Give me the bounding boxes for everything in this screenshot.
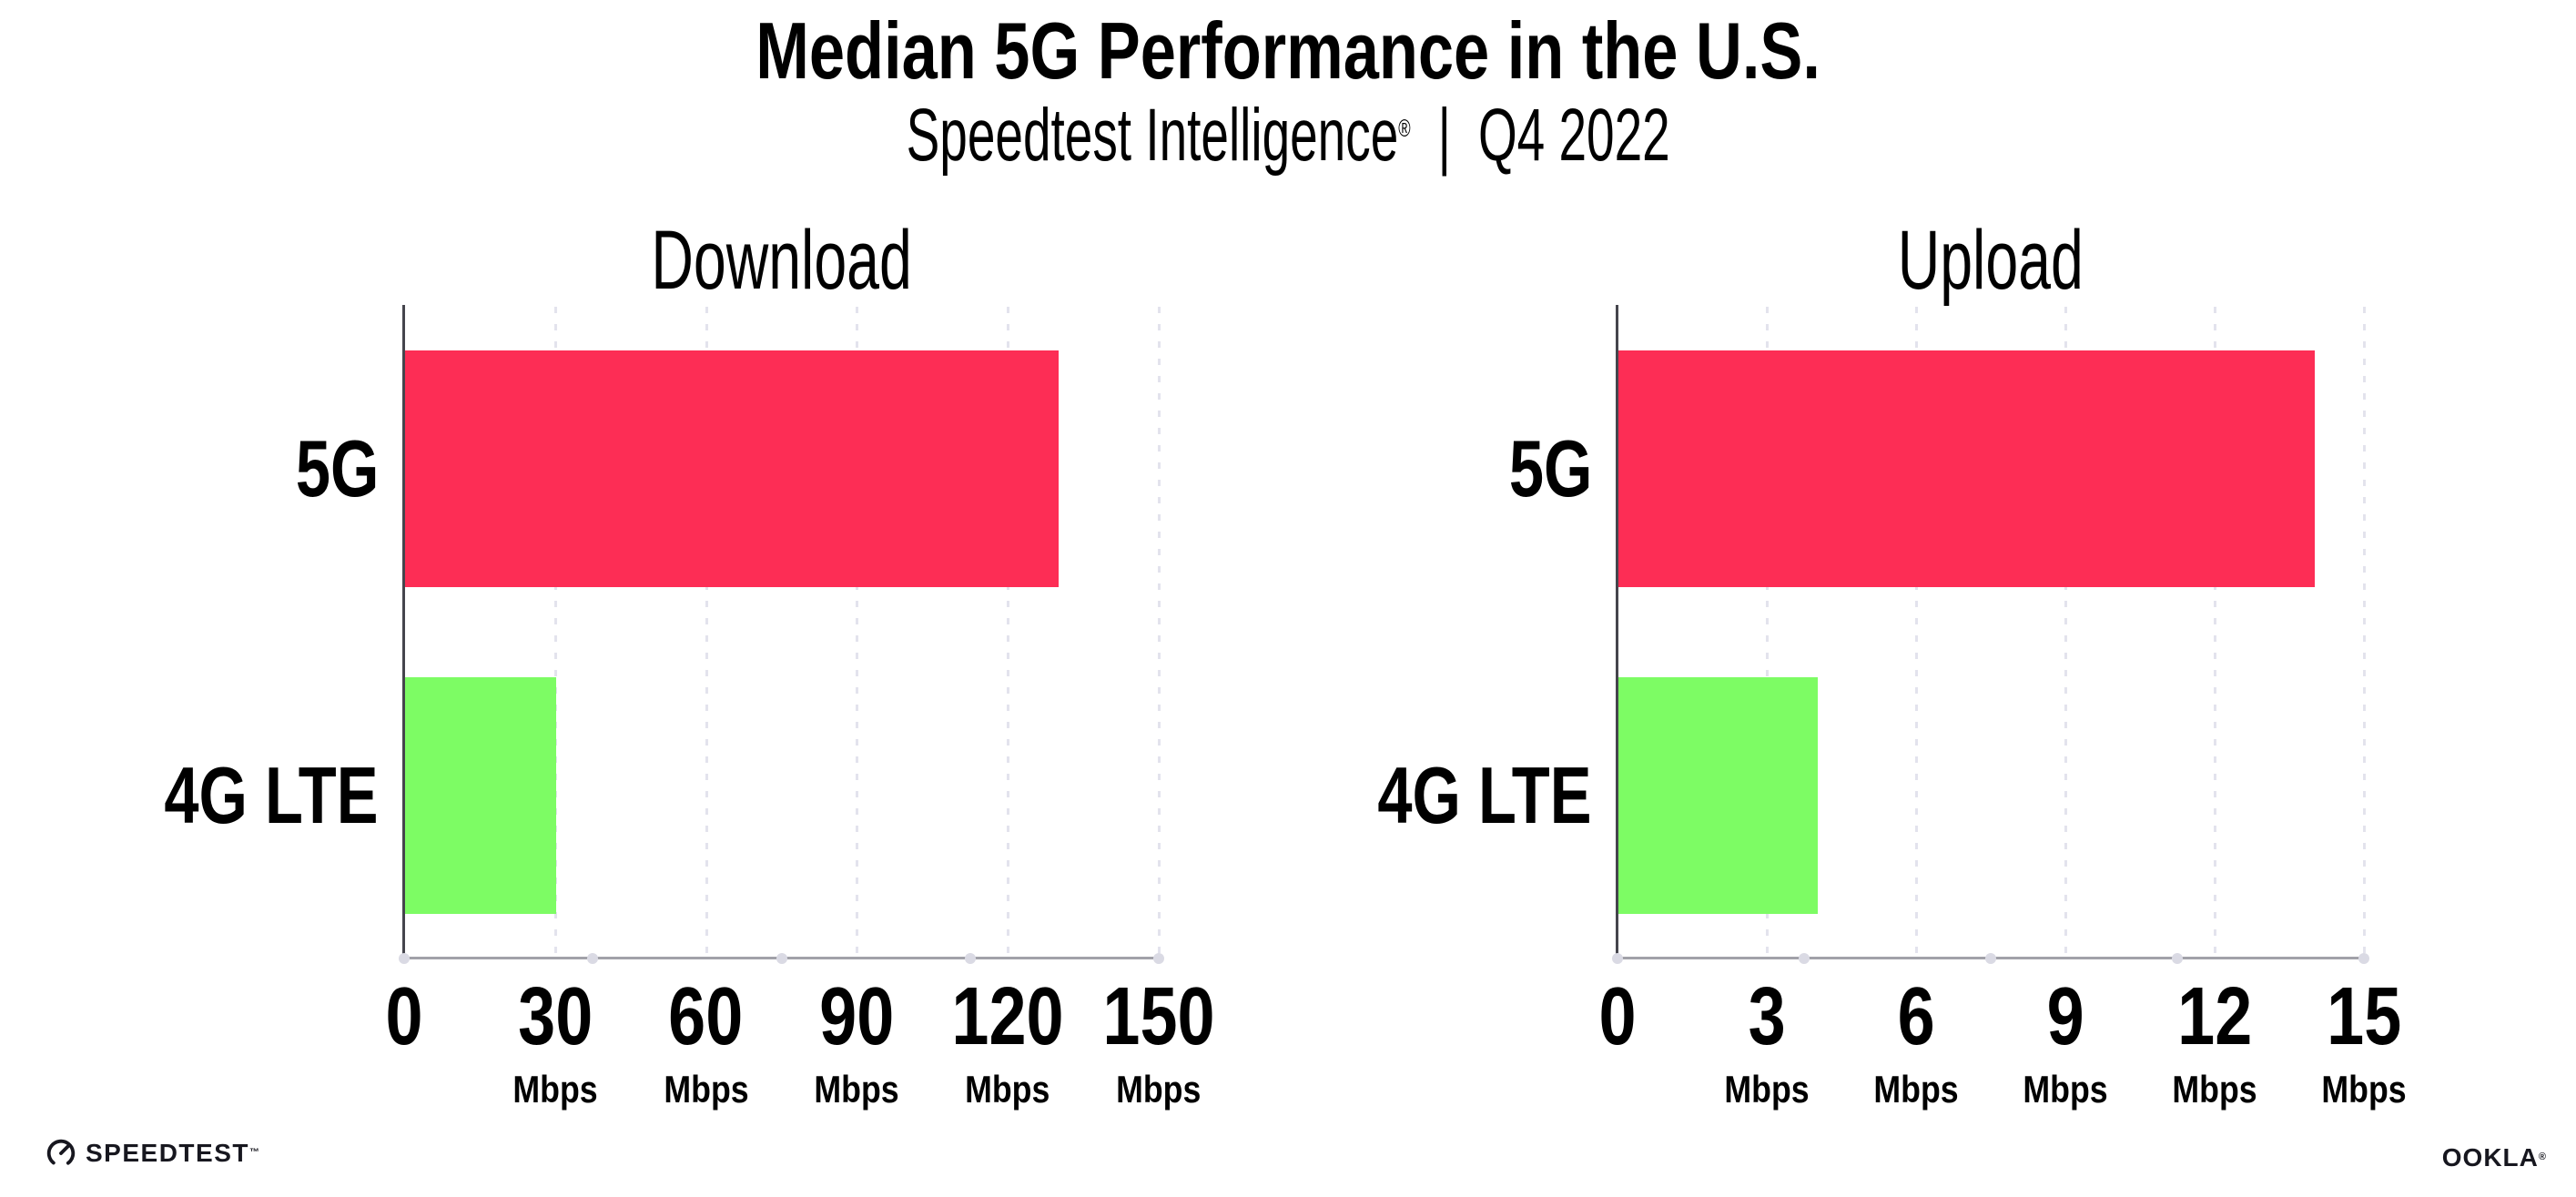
x-tick-12: 12 Mbps: [2165, 976, 2265, 1109]
tick-label: 30: [517, 971, 593, 1062]
page-title-text: Median 5G Performance in the U.S.: [756, 5, 1820, 96]
x-tick-0: 0: [381, 976, 427, 1058]
tick-unit-label: Mbps: [965, 1068, 1050, 1111]
gridline: [1915, 307, 1918, 959]
x-tick-6: 6 Mbps: [1866, 976, 1966, 1109]
tick-unit-label: Mbps: [2172, 1068, 2257, 1111]
x-tick-9: 9 Mbps: [2015, 976, 2115, 1109]
tick-label: 150: [1102, 971, 1215, 1062]
tick-unit-label: Mbps: [2321, 1068, 2407, 1111]
gridline: [1766, 307, 1769, 959]
axis-tick-dot: [1612, 953, 1623, 964]
tick-unit-label: Mbps: [814, 1068, 899, 1111]
gridline: [553, 307, 557, 959]
x-tick-3: 3 Mbps: [1717, 976, 1817, 1109]
bar-5g: [405, 350, 1060, 587]
chart-title-download: Download: [404, 218, 1159, 302]
subtitle-period: Q4 2022: [1477, 94, 1670, 177]
y-axis-line: [1616, 305, 1618, 959]
figure-subtitle: Speedtest Intelligence® | Q4 2022: [0, 96, 2576, 175]
tick-label: 15: [2326, 971, 2402, 1062]
category-label-5g: 5G: [1508, 422, 1592, 513]
tick-label: 90: [819, 971, 895, 1062]
gridline: [1007, 307, 1010, 959]
speedtest-wordmark: SPEEDTEST: [86, 1139, 249, 1167]
x-tick-120: 120 Mbps: [939, 976, 1076, 1109]
gridline: [2363, 307, 2366, 959]
bar-4g-lte: [1618, 677, 1818, 914]
x-tick-0: 0: [1595, 976, 1640, 1058]
subtitle-separator: |: [1437, 94, 1451, 177]
tick-label: 9: [2046, 971, 2084, 1062]
chart-title-upload: Upload: [1618, 218, 2364, 302]
tick-label: 6: [1897, 971, 1935, 1062]
gridline: [2064, 307, 2067, 959]
tick-label: 120: [951, 971, 1064, 1062]
bar-5g: [1618, 350, 2316, 587]
chart-title-text: Download: [651, 214, 912, 307]
axis-tick-dot: [399, 953, 410, 964]
x-tick-150: 150 Mbps: [1090, 976, 1227, 1109]
gridline: [705, 307, 708, 959]
page-title: Median 5G Performance in the U.S.: [0, 11, 2576, 91]
tick-label: 0: [385, 971, 423, 1062]
gridline: [856, 307, 859, 959]
axis-tick-dot: [1153, 953, 1164, 964]
tick-label: 12: [2176, 971, 2253, 1062]
tick-unit-label: Mbps: [2023, 1068, 2108, 1111]
tick-unit-label: Mbps: [1873, 1068, 1959, 1111]
axis-tick-dot: [2172, 953, 2183, 964]
x-tick-60: 60 Mbps: [656, 976, 756, 1109]
plot-area-upload: [1612, 305, 2369, 964]
ookla-wordmark: OOKLA: [2441, 1143, 2539, 1172]
x-tick-15: 15 Mbps: [2314, 976, 2414, 1109]
bar-4g-lte: [405, 677, 556, 914]
axis-tick-dot: [1799, 953, 1810, 964]
plot-area-download: [399, 305, 1164, 964]
category-label-5g: 5G: [295, 422, 379, 513]
tick-unit-label: Mbps: [512, 1068, 598, 1111]
category-label-4g-lte: 4G LTE: [1377, 749, 1592, 840]
tick-label: 0: [1598, 971, 1637, 1062]
axis-tick-dot: [776, 953, 787, 964]
ookla-registered-symbol: ®: [2538, 1151, 2547, 1163]
tick-unit-label: Mbps: [1724, 1068, 1810, 1111]
tick-unit-label: Mbps: [663, 1068, 749, 1111]
y-axis-line: [402, 305, 405, 959]
registered-symbol: ®: [1398, 115, 1411, 143]
speedtest-gauge-icon: [46, 1138, 76, 1169]
tick-label: 3: [1748, 971, 1786, 1062]
speedtest-logo: SPEEDTEST™: [46, 1138, 260, 1169]
x-tick-30: 30 Mbps: [505, 976, 605, 1109]
chart-title-text: Upload: [1897, 214, 2084, 307]
trademark-symbol: ™: [248, 1147, 261, 1159]
category-label-4g-lte: 4G LTE: [164, 749, 379, 840]
axis-tick-dot: [1985, 953, 1996, 964]
axis-tick-dot: [964, 953, 976, 964]
tick-unit-label: Mbps: [1116, 1068, 1202, 1111]
ookla-logo: OOKLA®: [2442, 1143, 2547, 1172]
subtitle-product: Speedtest Intelligence: [906, 94, 1399, 177]
tick-label: 60: [668, 971, 744, 1062]
axis-tick-dot: [587, 953, 599, 964]
x-tick-90: 90 Mbps: [807, 976, 908, 1109]
axis-tick-dot: [2358, 953, 2369, 964]
gridline: [1158, 307, 1161, 959]
gridline: [2214, 307, 2216, 959]
